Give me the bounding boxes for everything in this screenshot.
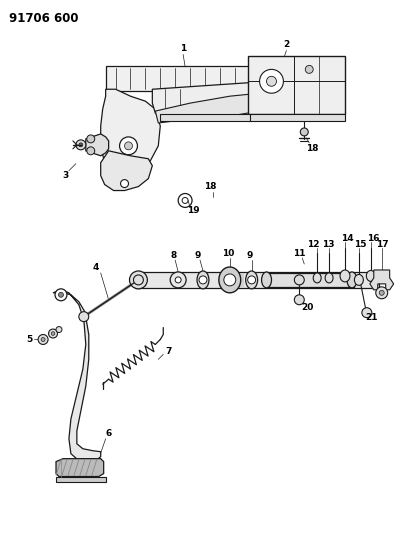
Text: 19: 19: [187, 206, 199, 215]
Text: 17: 17: [376, 240, 389, 249]
Bar: [136, 272, 379, 288]
Circle shape: [38, 335, 48, 344]
Bar: [264, 273, 354, 287]
Circle shape: [224, 274, 236, 286]
Ellipse shape: [347, 272, 357, 288]
Text: 20: 20: [301, 303, 314, 312]
Circle shape: [58, 292, 64, 297]
Circle shape: [376, 287, 388, 299]
Circle shape: [178, 193, 192, 207]
Text: 16: 16: [366, 233, 379, 243]
Circle shape: [124, 142, 132, 150]
Circle shape: [134, 275, 143, 285]
Circle shape: [305, 66, 313, 74]
Circle shape: [56, 327, 62, 333]
Circle shape: [79, 143, 83, 147]
Polygon shape: [53, 290, 101, 461]
Circle shape: [379, 290, 384, 295]
Text: 3: 3: [63, 171, 69, 180]
Polygon shape: [152, 82, 274, 119]
Ellipse shape: [354, 274, 363, 285]
Circle shape: [130, 271, 147, 289]
Ellipse shape: [246, 271, 258, 289]
Circle shape: [260, 69, 284, 93]
Polygon shape: [155, 93, 264, 123]
Bar: [56, 477, 106, 482]
Bar: [248, 56, 345, 114]
Polygon shape: [101, 151, 152, 190]
Text: 21: 21: [366, 313, 378, 322]
Circle shape: [182, 198, 188, 204]
Text: 10: 10: [222, 248, 234, 257]
Bar: [160, 114, 250, 121]
Text: 4: 4: [92, 263, 99, 272]
Circle shape: [51, 332, 55, 335]
Circle shape: [87, 147, 95, 155]
Text: 1: 1: [180, 44, 186, 53]
Circle shape: [294, 295, 304, 305]
Polygon shape: [86, 134, 109, 156]
Circle shape: [362, 308, 372, 318]
Text: 14: 14: [341, 233, 353, 243]
Bar: [248, 114, 345, 121]
Ellipse shape: [219, 267, 241, 293]
Text: 91706 600: 91706 600: [9, 12, 79, 25]
Bar: [226, 274, 244, 288]
Circle shape: [79, 312, 89, 321]
Text: 2: 2: [283, 40, 290, 49]
Ellipse shape: [197, 271, 209, 289]
Text: 5: 5: [26, 335, 32, 344]
Circle shape: [41, 337, 45, 342]
Circle shape: [134, 276, 142, 284]
Text: 11: 11: [293, 248, 306, 257]
Ellipse shape: [340, 270, 350, 282]
Ellipse shape: [325, 273, 333, 283]
Circle shape: [55, 289, 67, 301]
Circle shape: [175, 277, 181, 283]
Circle shape: [76, 140, 86, 150]
Circle shape: [266, 76, 276, 86]
Text: 13: 13: [322, 240, 334, 249]
Polygon shape: [101, 89, 160, 171]
Bar: [106, 67, 274, 91]
Text: 9: 9: [246, 251, 253, 260]
Circle shape: [120, 180, 128, 188]
Circle shape: [120, 137, 138, 155]
Polygon shape: [56, 459, 104, 477]
Circle shape: [300, 128, 308, 136]
Text: 6: 6: [106, 429, 112, 438]
Circle shape: [248, 276, 256, 284]
Text: 9: 9: [195, 251, 201, 260]
Text: 12: 12: [307, 240, 320, 249]
Ellipse shape: [262, 272, 272, 288]
Ellipse shape: [313, 273, 321, 283]
Text: 18: 18: [306, 144, 318, 154]
Text: 18: 18: [204, 182, 216, 191]
Circle shape: [170, 272, 186, 288]
Text: 8: 8: [170, 251, 176, 260]
Text: 15: 15: [354, 240, 366, 249]
Circle shape: [294, 275, 304, 285]
Circle shape: [48, 329, 58, 338]
Circle shape: [199, 276, 207, 284]
Polygon shape: [370, 270, 394, 290]
Circle shape: [87, 135, 95, 143]
Text: 7: 7: [165, 347, 172, 356]
Ellipse shape: [366, 270, 375, 281]
